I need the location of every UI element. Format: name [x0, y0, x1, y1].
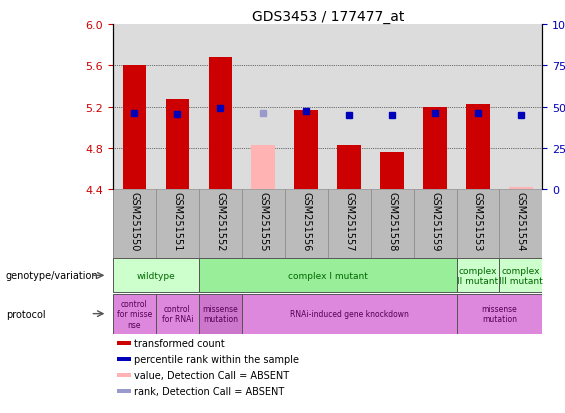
Bar	[199, 294, 242, 334]
Bar	[166, 100, 189, 190]
Text: genotype/variation: genotype/variation	[6, 271, 98, 281]
Bar	[457, 294, 542, 334]
Bar	[457, 25, 499, 190]
Text: protocol: protocol	[6, 309, 45, 319]
Text: value, Detection Call = ABSENT: value, Detection Call = ABSENT	[134, 370, 289, 380]
Bar	[285, 190, 328, 258]
Bar	[242, 190, 285, 258]
Text: complex
III mutant: complex III mutant	[499, 266, 543, 285]
Text: complex I mutant: complex I mutant	[288, 271, 368, 280]
Bar	[466, 104, 490, 190]
Bar	[113, 294, 156, 334]
Bar	[113, 259, 199, 292]
Bar	[285, 25, 328, 190]
Bar	[294, 111, 318, 190]
Bar	[242, 25, 285, 190]
Bar	[509, 188, 533, 190]
Bar	[199, 25, 242, 190]
Bar	[208, 58, 232, 190]
Bar	[414, 190, 457, 258]
Text: GSM251552: GSM251552	[215, 192, 225, 252]
Text: missense
mutation: missense mutation	[202, 304, 238, 323]
Bar	[423, 107, 447, 190]
Bar	[199, 259, 457, 292]
Bar	[457, 259, 499, 292]
Text: GSM251555: GSM251555	[258, 192, 268, 252]
Bar	[113, 25, 156, 190]
Text: GSM251559: GSM251559	[430, 192, 440, 251]
Bar	[123, 66, 146, 190]
Bar	[337, 146, 361, 190]
Bar	[371, 25, 414, 190]
Text: transformed count: transformed count	[134, 338, 224, 348]
Text: complex
II mutant: complex II mutant	[458, 266, 498, 285]
Text: GSM251556: GSM251556	[301, 192, 311, 251]
Text: GSM251558: GSM251558	[387, 192, 397, 251]
Bar	[242, 294, 457, 334]
Bar	[156, 190, 199, 258]
Text: missense
mutation: missense mutation	[481, 304, 518, 323]
Bar	[499, 190, 542, 258]
Text: GSM251550: GSM251550	[129, 192, 140, 251]
Bar	[499, 25, 542, 190]
Text: GSM251554: GSM251554	[516, 192, 526, 251]
Bar	[371, 190, 414, 258]
Text: control
for misse
nse: control for misse nse	[117, 299, 152, 329]
Title: GDS3453 / 177477_at: GDS3453 / 177477_at	[251, 10, 404, 24]
Text: GSM251557: GSM251557	[344, 192, 354, 252]
Bar	[118, 341, 132, 345]
Bar	[118, 389, 132, 393]
Bar	[457, 190, 499, 258]
Bar	[414, 25, 457, 190]
Bar	[499, 259, 542, 292]
Bar	[118, 357, 132, 361]
Text: RNAi-induced gene knockdown: RNAi-induced gene knockdown	[290, 309, 408, 318]
Text: control
for RNAi: control for RNAi	[162, 304, 193, 323]
Bar	[156, 25, 199, 190]
Text: GSM251553: GSM251553	[473, 192, 483, 251]
Bar	[113, 190, 156, 258]
Bar	[118, 373, 132, 377]
Bar	[328, 25, 371, 190]
Text: percentile rank within the sample: percentile rank within the sample	[134, 354, 299, 364]
Bar	[251, 146, 275, 190]
Text: rank, Detection Call = ABSENT: rank, Detection Call = ABSENT	[134, 387, 284, 396]
Bar	[156, 294, 199, 334]
Bar	[380, 153, 404, 190]
Bar	[199, 190, 242, 258]
Text: GSM251551: GSM251551	[172, 192, 182, 251]
Bar	[328, 190, 371, 258]
Text: wildtype: wildtype	[137, 271, 175, 280]
